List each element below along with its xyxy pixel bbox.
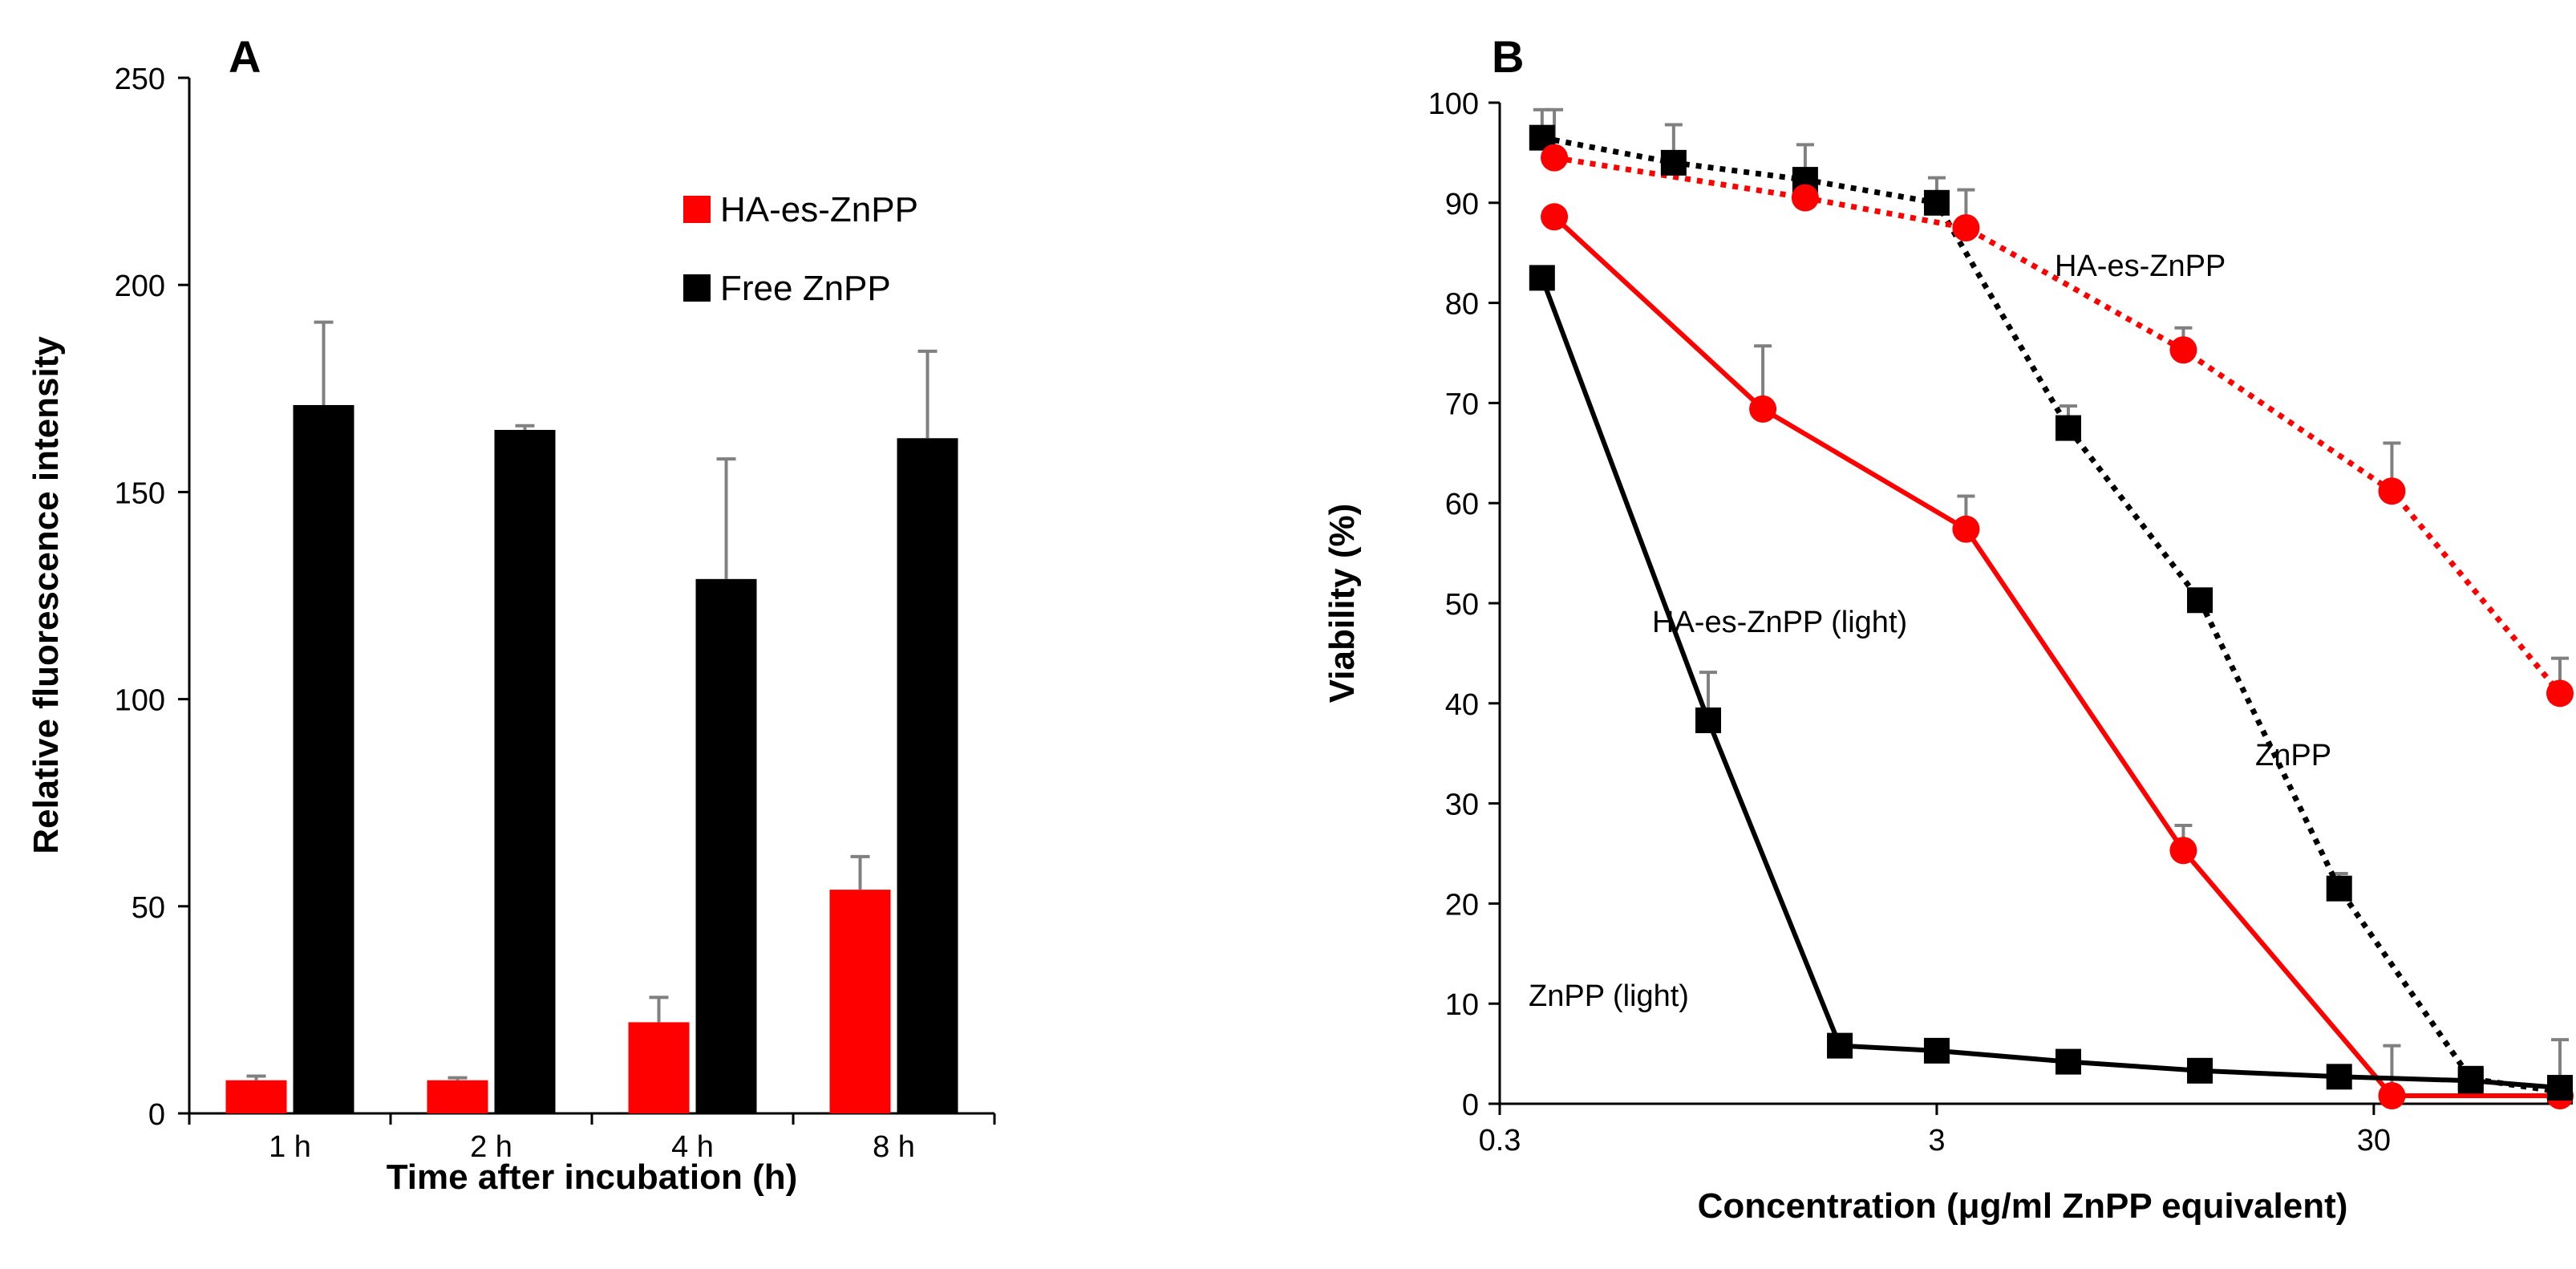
- panel-a-y-axis-title: Relative fluorescence intensity: [26, 336, 66, 854]
- point-ha-es-znpp: [2378, 477, 2406, 505]
- y-tick-label: 70: [1445, 387, 1479, 421]
- point-znpp-light: [2547, 1075, 2573, 1101]
- y-tick-label: 20: [1445, 888, 1479, 922]
- point-znpp-light: [1529, 265, 1555, 291]
- bar-free-znpp-8-h: [897, 438, 958, 1113]
- series-line-znpp: [1541, 135, 2561, 1095]
- panel-b-x-axis-title: Concentration (μg/ml ZnPP equivalent): [1698, 1186, 2348, 1226]
- point-znpp-light: [2055, 1048, 2081, 1075]
- y-tick-label: 10: [1445, 988, 1479, 1022]
- panel-a-x-ticks: 1 h 2 h 4 h 8 h: [188, 1113, 996, 1164]
- bar-ha-es-znpp-2-h: [427, 1080, 488, 1113]
- annotation-znpp: ZnPP: [2255, 739, 2331, 772]
- legend-swatch-free-znpp: [683, 274, 711, 302]
- point-znpp: [1660, 149, 1687, 176]
- point-znpp: [2326, 875, 2352, 902]
- panel-b-x-ticks: 0.3 3 30: [1479, 1104, 2391, 1158]
- legend-label-ha-es-znpp: HA-es-ZnPP: [720, 190, 918, 229]
- y-tick-label: 50: [132, 891, 165, 925]
- annotation-ha-es-znpp-light: HA-es-ZnPP (light): [1652, 606, 1907, 639]
- bar-ha-es-znpp-4-h: [628, 1022, 690, 1113]
- panel-a-y-ticks: 0 50 100 150 200 250: [115, 63, 189, 1132]
- y-tick-label: 40: [1445, 688, 1479, 722]
- series-line-ha-es-znpp: [1553, 155, 2562, 695]
- x-tick-label: 0.3: [1479, 1124, 1521, 1158]
- point-znpp-light: [1695, 707, 1722, 734]
- y-tick-label: 150: [115, 476, 165, 510]
- point-ha-es-znpp: [2546, 679, 2574, 707]
- y-tick-label: 0: [1462, 1089, 1479, 1122]
- panel-b-y-axis-title: Viability (%): [1322, 504, 1362, 703]
- point-znpp-light: [2457, 1068, 2484, 1094]
- y-tick-label: 80: [1445, 288, 1479, 322]
- point-ha-es-znpp: [1791, 184, 1819, 212]
- panel-b-letter: B: [1492, 31, 1524, 82]
- point-ha-es-znpp-light: [2169, 837, 2197, 865]
- panel-b: B 0 10 20 30 40 50 60 70 80 90 100 0.3 3 30 Viabilit…: [1322, 31, 2574, 1226]
- point-znpp: [1923, 189, 1950, 216]
- point-ha-es-znpp-light: [1952, 515, 1980, 543]
- point-znpp-light: [1827, 1032, 1853, 1059]
- annotation-ha-es-znpp: HA-es-ZnPP: [2055, 249, 2226, 283]
- point-ha-es-znpp-light: [2378, 1082, 2406, 1110]
- legend-swatch-ha-es-znpp: [683, 196, 711, 223]
- point-znpp: [2187, 587, 2213, 614]
- panel-b-y-ticks: 0 10 20 30 40 50 60 70 80 90 100: [1428, 87, 1500, 1122]
- point-znpp: [2055, 415, 2081, 441]
- legend-label-free-znpp: Free ZnPP: [720, 269, 891, 308]
- y-tick-label: 100: [115, 684, 165, 718]
- panel-a-legend: HA-es-ZnPP Free ZnPP: [683, 190, 918, 308]
- y-tick-label: 100: [1428, 87, 1479, 121]
- y-tick-label: 50: [1445, 588, 1479, 622]
- y-tick-label: 200: [115, 270, 165, 303]
- panel-a: A 0 50 100 150 200 250 1 h 2 h 4 h 8 h Relative …: [26, 31, 996, 1197]
- panel-b-markers: [1529, 124, 2574, 1110]
- x-tick-label: 4 h: [671, 1130, 714, 1164]
- y-tick-label: 250: [115, 63, 165, 96]
- y-tick-label: 0: [148, 1098, 165, 1132]
- x-tick-label: 3: [1928, 1124, 1945, 1158]
- panel-a-error-bars: [246, 320, 938, 1080]
- point-ha-es-znpp: [2169, 336, 2197, 364]
- bar-free-znpp-4-h: [695, 578, 757, 1113]
- panel-a-letter: A: [229, 31, 261, 82]
- point-znpp-light: [2326, 1064, 2352, 1090]
- bar-free-znpp-1-h: [293, 404, 354, 1113]
- series-line-ha-es-znpp-light: [1553, 215, 2560, 1098]
- annotation-znpp-light: ZnPP (light): [1529, 979, 1689, 1013]
- panel-a-bars: [225, 404, 958, 1113]
- point-ha-es-znpp-light: [1541, 203, 1569, 231]
- point-ha-es-znpp-light: [1749, 395, 1777, 423]
- bar-free-znpp-2-h: [494, 429, 556, 1113]
- x-tick-label: 8 h: [873, 1130, 915, 1164]
- point-znpp-light: [1923, 1037, 1950, 1064]
- y-tick-label: 60: [1445, 488, 1479, 521]
- x-tick-label: 2 h: [470, 1130, 512, 1164]
- point-ha-es-znpp: [1952, 214, 1980, 241]
- point-znpp-light: [2187, 1057, 2213, 1084]
- y-tick-label: 30: [1445, 789, 1479, 822]
- x-tick-label: 1 h: [269, 1130, 311, 1164]
- y-tick-label: 90: [1445, 188, 1479, 221]
- bar-ha-es-znpp-1-h: [225, 1080, 287, 1113]
- point-ha-es-znpp: [1541, 144, 1569, 172]
- panel-a-x-axis-title: Time after incubation (h): [387, 1158, 798, 1197]
- panel-b-error-bars: [1533, 107, 2569, 1097]
- x-tick-label: 30: [2357, 1124, 2391, 1158]
- bar-ha-es-znpp-8-h: [829, 890, 891, 1113]
